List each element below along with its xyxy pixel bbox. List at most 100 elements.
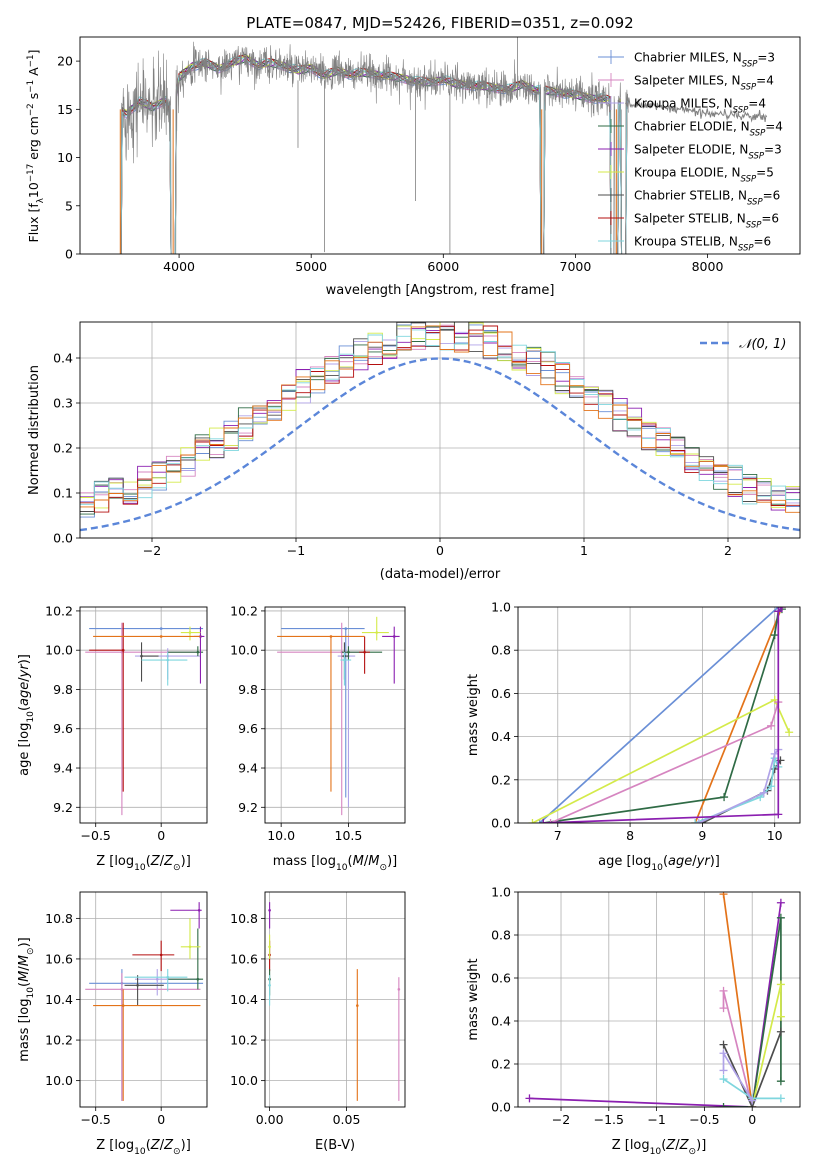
legend-entry: Salpeter ELODIE, NSSP=3 (634, 143, 782, 162)
data-point (155, 977, 159, 981)
legend-sub: SSP (746, 221, 762, 231)
label-part: / (675, 1138, 680, 1153)
label-part: 10 (336, 863, 348, 873)
weight-marker (694, 819, 703, 823)
mass_vs_Z-frame (79, 891, 208, 1108)
legend-label: Kroupa MILES, N (634, 97, 733, 111)
data-point (268, 908, 271, 912)
weight-marker (776, 1027, 785, 1036)
legend-tail: =6 (761, 212, 779, 226)
label-part: yr (17, 663, 32, 679)
mass_vs_EBV-frame (264, 891, 406, 1108)
age_vs_Z-axes: −0.5 0 9.2 9.4 9.6 9.8 10.0 10.2 (45, 603, 207, 843)
y-tick-label: 0.2 (53, 441, 73, 456)
y-tick-label: 10.6 (45, 951, 73, 966)
data-point (268, 984, 271, 987)
label-part: ⊙ (173, 1147, 181, 1157)
legend-sub: SSP (748, 152, 764, 162)
label-part: )] (181, 854, 191, 869)
massweight_vs_Z-ylabel: mass weight (466, 958, 481, 1040)
massweight_vs_age-ylabel: mass weight (466, 674, 481, 756)
data-spectrum (120, 41, 629, 254)
label-part: erg cm (26, 116, 41, 164)
legend-sub: SSP (741, 83, 757, 93)
label-part: M (353, 854, 364, 869)
weight-marker (767, 721, 776, 730)
x-tick-label: 10.0 (267, 828, 295, 843)
legend-entry: Salpeter MILES, NSSP=4 (634, 74, 774, 93)
legend-tail: =3 (757, 51, 775, 65)
label-part: M (17, 971, 32, 982)
y-tick-label: 9.8 (238, 682, 258, 697)
y-tick-label: 10.2 (230, 603, 258, 618)
label-part: Z [log (612, 1138, 650, 1153)
label-part: ⊙ (173, 863, 181, 873)
label-part: age (668, 854, 692, 869)
spectrum-ylabel: Flux [fλ10−17 erg cm−2 s−1 A−1] (26, 50, 46, 243)
label-part: M (17, 955, 32, 966)
y-tick-label: 9.2 (53, 800, 73, 815)
legend-sub: SSP (738, 244, 754, 254)
weight-line (543, 608, 783, 823)
label-part: / (17, 677, 32, 682)
y-tick-label: 0 (65, 247, 73, 262)
legend-label: Kroupa ELODIE, N (634, 166, 741, 180)
x-tick-label: 7 (554, 828, 562, 843)
weight-line (529, 902, 782, 1107)
data-point (375, 631, 379, 634)
label-part: 10 (650, 1147, 662, 1157)
label-part: M (368, 854, 379, 869)
data-point (196, 977, 200, 981)
residuals-axes: −2 −1 0 1 2 0.0 0.1 0.2 0.3 0.4 (53, 322, 800, 558)
y-tick-label: 9.4 (238, 761, 258, 776)
y-tick-label: 0.3 (53, 396, 73, 411)
residuals-xlabel: (data-model)/error (380, 567, 501, 582)
y-tick-label: 10.2 (45, 1033, 73, 1048)
weight-line (722, 1031, 782, 1107)
legend-entry: Chabrier ELODIE, NSSP=4 (634, 120, 783, 139)
data-point (166, 658, 170, 662)
data-point (140, 654, 143, 658)
label-part: Z (665, 1138, 676, 1153)
label-part: yr (696, 854, 712, 869)
legend-tail: =4 (748, 97, 766, 111)
label-part: / (17, 966, 32, 971)
y-tick-label: 9.8 (53, 682, 73, 697)
residual-histogram (80, 325, 800, 513)
y-tick-label: 10.4 (45, 992, 73, 1007)
figure-title: PLATE=0847, MJD=52426, FIBERID=0351, z=0… (246, 14, 633, 32)
weight-marker (535, 819, 544, 823)
weight-marker (525, 1094, 534, 1103)
massweight_vs_age-axes: 7 8 9 10 0.0 0.2 0.4 0.6 0.8 1.0 (491, 600, 800, 843)
label-part: 10 (651, 863, 663, 873)
label-part: )] (710, 854, 720, 869)
data-point (159, 635, 163, 638)
weight-marker (719, 1066, 728, 1075)
y-tick-label: 0.2 (491, 772, 511, 787)
legend-label: Chabrier STELIB, N (634, 189, 747, 203)
label-part: s (26, 93, 41, 104)
label-part: ( (146, 1138, 151, 1153)
mass_vs_EBV-xlabel: E(B-V) (315, 1138, 355, 1153)
weight-marker (759, 788, 768, 797)
legend-entry: Chabrier MILES, NSSP=3 (634, 51, 775, 70)
model-line (120, 53, 629, 254)
age_vs_Z-xlabel: Z [log10(Z/Z⊙)] (96, 854, 191, 873)
legend-label: Chabrier ELODIE, N (634, 120, 750, 134)
x-tick-label: 5000 (295, 259, 327, 274)
data-point (159, 627, 163, 630)
weight-line (543, 607, 783, 823)
y-tick-label: 15 (57, 102, 73, 117)
x-tick-label: 0 (748, 1112, 756, 1127)
y-tick-label: 10.0 (230, 643, 258, 658)
label-part: ( (17, 706, 32, 711)
y-tick-label: 10.6 (230, 951, 258, 966)
weight-marker (528, 819, 537, 823)
label-part: 10 (26, 987, 36, 999)
x-tick-label: 9 (698, 828, 706, 843)
massweight_vs_Z-axes: −2 −1.5 −1 −0.5 0 0.0 0.2 0.4 0.6 0.8 1.0 (491, 885, 800, 1127)
y-tick-label: 0.6 (491, 686, 511, 701)
label-part: 10 (26, 711, 36, 723)
weight-marker (770, 749, 779, 758)
y-tick-label: 9.4 (53, 761, 73, 776)
